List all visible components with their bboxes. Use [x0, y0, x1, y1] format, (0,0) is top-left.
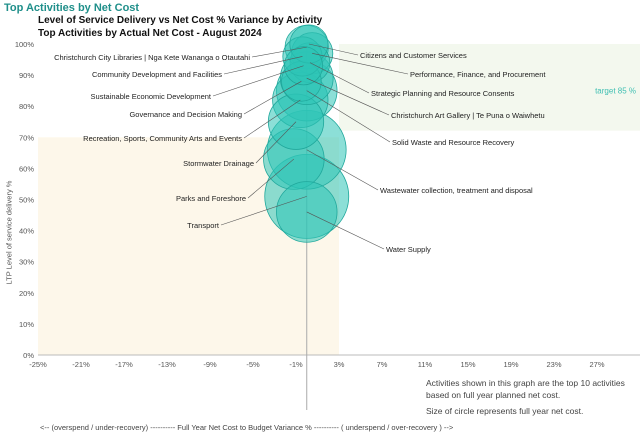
- data-label: Sustainable Economic Development: [91, 92, 212, 101]
- x-tick-label: 7%: [377, 360, 388, 369]
- y-tick-label: 30%: [19, 258, 34, 267]
- data-label: Christchurch Art Gallery | Te Puna o Wai…: [391, 111, 545, 120]
- bubbles: [263, 24, 350, 243]
- note-line-1: Activities shown in this graph are the t…: [426, 378, 625, 388]
- leader-line: [220, 196, 307, 226]
- y-tick-label: 10%: [19, 320, 34, 329]
- leader-line: [312, 53, 409, 75]
- page-title: Top Activities by Net Cost: [4, 2, 140, 14]
- note-line-2: based on full year planned net cost.: [426, 390, 561, 400]
- y-tick-label: 40%: [19, 227, 34, 236]
- data-label: Wastewater collection, treatment and dis…: [380, 186, 533, 195]
- note-line-3: Size of circle represents full year net …: [426, 406, 584, 416]
- x-tick-label: -1%: [289, 360, 303, 369]
- leader-line: [243, 81, 302, 115]
- data-label: Performance, Finance, and Procurement: [410, 70, 546, 79]
- tick-labels: 0% 10% 20% 30% 40% 50% 60% 70% 80% 90% 100% -25% -21…: [15, 40, 636, 369]
- target-label: target 85 %: [595, 87, 636, 96]
- x-tick-label: -9%: [203, 360, 217, 369]
- y-tick-label: 90%: [19, 71, 34, 80]
- x-tick-label: -13%: [158, 360, 176, 369]
- chart-subtitle: Top Activities by Actual Net Cost - Augu…: [38, 28, 262, 39]
- data-labels: Christchurch City Libraries | Nga Kete W…: [54, 43, 546, 254]
- leader-line: [306, 77, 390, 116]
- x-tick-label: 23%: [546, 360, 561, 369]
- leader-line: [309, 62, 370, 94]
- data-label: Parks and Foreshore: [176, 194, 246, 203]
- data-label: Christchurch City Libraries | Nga Kete W…: [54, 53, 250, 62]
- leader-line: [212, 65, 304, 97]
- data-label: Citizens and Customer Services: [360, 51, 467, 60]
- y-tick-label: 0%: [23, 351, 34, 360]
- y-tick-label: 80%: [19, 102, 34, 111]
- x-axis-label: <-- (overspend / under-recovery) -------…: [40, 423, 454, 432]
- leader-line: [223, 56, 303, 75]
- y-tick-label: 100%: [15, 40, 35, 49]
- data-label: Community Development and Facilities: [92, 70, 222, 79]
- x-tick-label: 3%: [334, 360, 345, 369]
- data-label: Transport: [187, 221, 220, 230]
- leader-line: [247, 158, 295, 199]
- leader-line: [308, 43, 359, 56]
- leader-line: [306, 90, 391, 143]
- data-label: Strategic Planning and Resource Consents: [371, 89, 515, 98]
- leader-line: [251, 46, 307, 58]
- y-tick-label: 60%: [19, 164, 34, 173]
- on-target-zone: [339, 44, 640, 131]
- leader-line: [243, 99, 301, 139]
- data-label: Stormwater Drainage: [183, 159, 254, 168]
- data-label: Governance and Decision Making: [129, 110, 242, 119]
- y-tick-label: 70%: [19, 133, 34, 142]
- x-tick-label: -5%: [246, 360, 260, 369]
- data-label: Water Supply: [386, 245, 431, 254]
- x-tick-label: -21%: [72, 360, 90, 369]
- x-tick-label: 19%: [503, 360, 518, 369]
- x-tick-label: 15%: [460, 360, 475, 369]
- leader-line: [255, 121, 297, 164]
- data-label: Solid Waste and Resource Recovery: [392, 138, 515, 147]
- x-tick-label: 27%: [589, 360, 604, 369]
- x-tick-label: -17%: [115, 360, 133, 369]
- x-tick-label: 11%: [418, 360, 433, 369]
- y-tick-label: 50%: [19, 196, 34, 205]
- x-tick-label: -25%: [29, 360, 47, 369]
- data-label: Recreation, Sports, Community Arts and E…: [83, 134, 242, 143]
- y-tick-label: 20%: [19, 289, 34, 298]
- chart-title: Level of Service Delivery vs Net Cost % …: [38, 15, 323, 26]
- leader-line: [306, 211, 385, 250]
- leader-line: [306, 149, 379, 191]
- y-axis-label: LTP Level of service delivery %: [4, 180, 14, 285]
